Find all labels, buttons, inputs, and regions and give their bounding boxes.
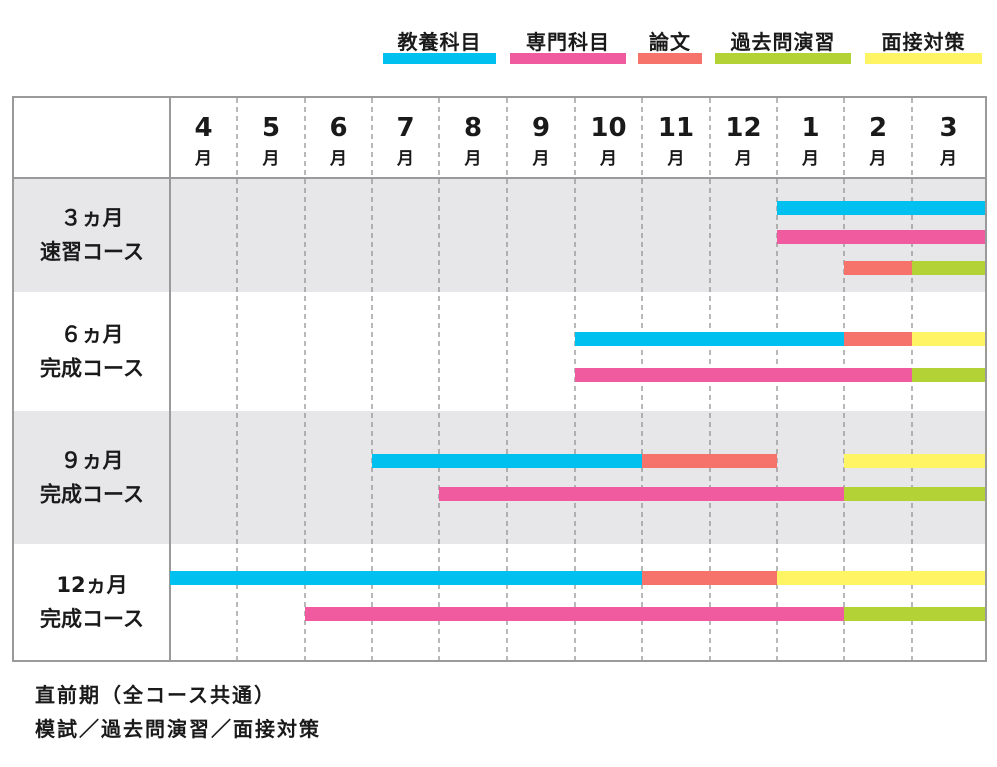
schedule-bar [844,487,985,501]
course-label-line2: 完成コース [40,357,144,381]
schedule-bar [305,607,844,621]
month-unit-label: 月 [734,149,752,169]
legend-label: 教養科目 [397,30,482,54]
schedule-bar [372,454,642,468]
course-label-line2: 速習コース [40,240,144,264]
footnote-line-1: 直前期（全コース共通） [35,683,276,707]
schedule-bar [777,230,985,244]
legend-label: 面接対策 [881,30,966,54]
month-number-label: 12 [725,113,761,143]
schedule-bar [912,261,985,275]
schedule-bar [642,571,777,585]
schedule-bar [912,368,985,382]
month-unit-label: 月 [869,149,887,169]
schedule-chart: 4 月 5 月 6 月 7 月 8 月 9 月 10 月 11 月 12 月 1 月 2 月 3 月 ３ヵ月速習コース ６ヵ月完成… [12,96,987,662]
month-unit-label: 月 [667,149,685,169]
month-unit-label: 月 [801,149,819,169]
schedule-bar [844,261,912,275]
schedule-bar [844,454,985,468]
course-label-line2: 完成コース [40,483,144,507]
month-unit-label: 月 [194,149,212,169]
course-label-line1: ９ヵ月 [61,449,124,473]
month-number-label: 3 [939,113,957,143]
legend-item-kako: 過去問演習 [715,30,851,64]
course-label-line1: ３ヵ月 [61,206,124,230]
month-number-label: 4 [194,113,212,143]
legend-item-kyoyo: 教養科目 [383,30,496,64]
month-unit-label: 月 [532,149,550,169]
schedule-bar [912,332,985,346]
footnote-line-2: 模試／過去問演習／面接対策 [35,717,321,741]
schedule-bar [777,571,985,585]
month-number-label: 10 [590,113,626,143]
course-label-line1: 12ヵ月 [56,573,127,597]
legend-swatch [383,53,496,64]
month-number-label: 5 [262,113,280,143]
month-unit-label: 月 [464,149,482,169]
legend-swatch [865,53,982,64]
schedule-bar [777,201,985,215]
footnote: 直前期（全コース共通） 模試／過去問演習／面接対策 [35,678,321,746]
month-number-label: 9 [532,113,550,143]
schedule-bar [642,454,777,468]
legend-swatch [510,53,626,64]
legend-item-mensetsu: 面接対策 [865,30,982,64]
month-unit-label: 月 [396,149,414,169]
legend-label: 専門科目 [526,30,610,54]
legend-item-senmon: 専門科目 [510,30,626,64]
schedule-bar [575,332,844,346]
legend-swatch [715,53,851,64]
month-unit-label: 月 [939,149,957,169]
month-number-label: 2 [869,113,887,143]
month-number-label: 8 [464,113,482,143]
month-number-label: 11 [658,113,694,143]
schedule-bar [439,487,844,501]
legend: 教養科目 専門科目 論文 過去問演習 面接対策 [0,0,997,80]
month-unit-label: 月 [329,149,347,169]
month-number-label: 6 [329,113,347,143]
schedule-bar [844,332,912,346]
month-unit-label: 月 [599,149,617,169]
legend-swatch [638,53,702,64]
month-number-label: 1 [801,113,819,143]
course-row-bg [14,411,985,544]
course-label-line2: 完成コース [40,607,144,631]
month-number-label: 7 [396,113,414,143]
legend-label: 過去問演習 [730,30,836,54]
schedule-bar [575,368,912,382]
legend-item-ronbun: 論文 [638,30,702,64]
month-unit-label: 月 [262,149,280,169]
course-label-line1: ６ヵ月 [61,323,124,347]
schedule-bar [170,571,642,585]
legend-label: 論文 [649,30,691,54]
schedule-bar [844,607,985,621]
